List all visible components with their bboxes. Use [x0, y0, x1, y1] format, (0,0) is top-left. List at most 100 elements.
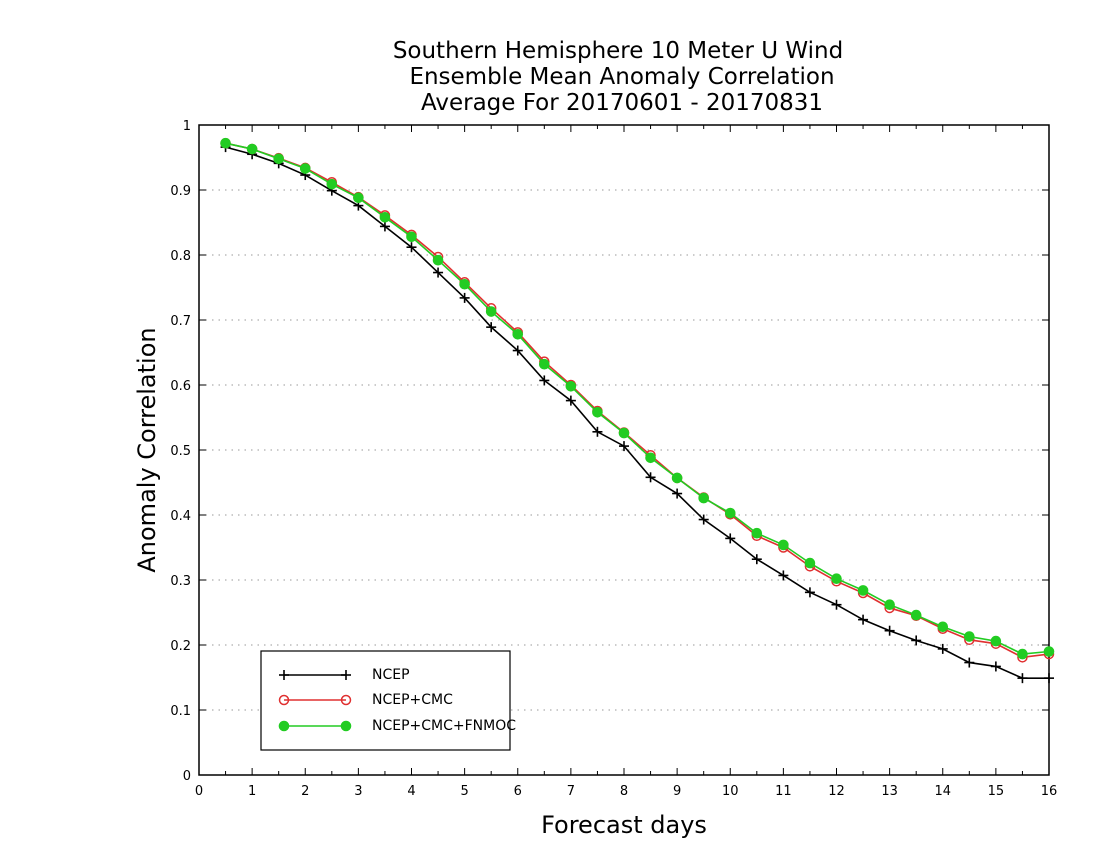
- point-ncep: [990, 661, 1001, 672]
- point-ncep: [539, 375, 550, 386]
- x-tick-label: 6: [514, 784, 522, 799]
- point-ncep-cmc-fnmoc: [459, 278, 470, 290]
- y-tick-labels: 0 0.1 0.2 0.3 0.4 0.5 0.6 0.7 0.8 0.9 1: [170, 119, 191, 784]
- x-tick-label: 15: [988, 784, 1005, 799]
- point-ncep-cmc-fnmoc: [406, 231, 417, 243]
- x-tick-label: 13: [881, 784, 898, 799]
- point-ncep-cmc-fnmoc: [884, 599, 895, 611]
- x-tick-label: 1: [248, 784, 256, 799]
- series-line-ncep: [225, 146, 1049, 679]
- y-tick-label: 0.6: [170, 379, 191, 394]
- x-tick-label: 5: [460, 784, 468, 799]
- point-ncep: [512, 345, 523, 356]
- x-tick-label: 4: [407, 784, 415, 799]
- point-ncep: [698, 514, 709, 525]
- point-ncep-cmc-fnmoc: [512, 329, 524, 340]
- point-ncep-cmc-fnmoc: [273, 153, 284, 165]
- series-layer: [220, 137, 1055, 684]
- y-tick-label: 0.9: [170, 184, 191, 199]
- point-ncep-cmc-fnmoc: [857, 585, 869, 596]
- x-axis-label: Forecast days: [541, 811, 707, 839]
- point-ncep: [379, 221, 390, 232]
- point-ncep: [937, 643, 948, 654]
- point-ncep-cmc-fnmoc: [353, 192, 364, 204]
- legend-sample-ncep-cmc-marker-end: [340, 694, 352, 706]
- point-ncep: [406, 242, 417, 253]
- point-ncep-cmc-fnmoc: [751, 527, 763, 539]
- point-ncep: [858, 614, 869, 625]
- x-tick-labels: 0 1 2 3 4 5 6 7 8 9 10 11 12 13 14 15 16: [195, 784, 1057, 799]
- axis-ticks: [198, 124, 1050, 776]
- point-ncep-cmc-fnmoc: [246, 143, 258, 155]
- point-ncep-cmc-fnmoc: [937, 621, 949, 633]
- y-tick-label: 0.5: [170, 444, 191, 459]
- y-tick-label: 0.2: [170, 639, 191, 654]
- point-ncep-cmc-fnmoc: [964, 631, 975, 642]
- point-ncep: [778, 570, 789, 581]
- point-ncep: [725, 533, 736, 544]
- point-ncep-cmc-fnmoc: [565, 381, 577, 392]
- x-tick-label: 9: [673, 784, 681, 799]
- point-ncep: [884, 625, 895, 636]
- y-tick-label: 0.1: [170, 704, 191, 719]
- y-tick-label: 0.3: [170, 574, 191, 589]
- x-tick-label: 7: [567, 784, 575, 799]
- point-ncep-cmc-fnmoc: [618, 427, 630, 439]
- point-ncep: [831, 599, 842, 610]
- point-ncep-cmc-fnmoc: [804, 557, 816, 569]
- legend-sample-ncep: [279, 670, 351, 680]
- point-ncep-cmc-fnmoc: [910, 609, 922, 621]
- point-ncep: [804, 587, 815, 598]
- point-ncep-cmc-fnmoc: [778, 539, 789, 551]
- legend-sample-ncep-cmc-marker-start: [278, 694, 290, 706]
- legend-label-ncep-cmc-fnmoc: NCEP+CMC+FNMOC: [372, 718, 516, 734]
- point-ncep: [433, 267, 444, 278]
- point-ncep: [672, 488, 683, 499]
- point-ncep-cmc-fnmoc: [671, 472, 683, 484]
- x-tick-label: 10: [722, 784, 739, 799]
- chart-title: Southern Hemisphere 10 Meter U Wind Ense…: [393, 38, 843, 116]
- x-tick-label: 16: [1041, 784, 1058, 799]
- series-group-1: [220, 137, 1055, 663]
- point-ncep: [911, 635, 922, 646]
- legend-sample-ncep-cmc-fnmoc: [278, 720, 352, 732]
- title-line-1: Southern Hemisphere 10 Meter U Wind: [393, 38, 843, 64]
- y-tick-label: 0.7: [170, 314, 191, 329]
- point-ncep: [1044, 673, 1054, 684]
- series-group-0: [220, 142, 1054, 684]
- y-tick-label: 0.4: [170, 509, 191, 524]
- point-ncep-cmc-fnmoc: [1043, 646, 1055, 657]
- y-tick-label: 1: [183, 119, 191, 134]
- title-line-3: Average For 20170601 - 20170831: [421, 90, 823, 116]
- legend: NCEP NCEP+CMC NCEP+CMC+FNMOC: [260, 650, 516, 751]
- x-tick-label: 0: [195, 784, 203, 799]
- point-ncep-cmc-fnmoc: [1017, 648, 1028, 660]
- point-ncep: [592, 426, 603, 437]
- point-ncep-cmc-fnmoc: [220, 137, 231, 149]
- y-tick-label: 0: [183, 769, 191, 784]
- point-ncep-cmc-fnmoc: [379, 212, 391, 223]
- point-ncep: [565, 395, 576, 406]
- x-tick-label: 12: [828, 784, 845, 799]
- point-ncep-cmc-fnmoc: [539, 358, 550, 370]
- legend-sample-ncep-cmc: [278, 694, 352, 706]
- point-ncep-cmc-fnmoc: [299, 163, 311, 174]
- point-ncep-cmc-fnmoc: [645, 452, 656, 464]
- point-ncep-cmc-fnmoc: [485, 306, 497, 317]
- point-ncep: [964, 657, 975, 668]
- x-tick-label: 2: [301, 784, 309, 799]
- x-tick-label: 14: [934, 784, 951, 799]
- x-tick-label: 11: [775, 784, 792, 799]
- legend-sample-ncep-cmc-fnmoc-marker-end: [340, 720, 352, 732]
- legend-label-ncep: NCEP: [372, 667, 410, 683]
- point-ncep: [486, 322, 497, 333]
- point-ncep-cmc-fnmoc: [724, 507, 736, 519]
- x-tick-label: 8: [620, 784, 628, 799]
- point-ncep-cmc-fnmoc: [990, 635, 1002, 647]
- title-line-2: Ensemble Mean Anomaly Correlation: [409, 64, 834, 90]
- point-ncep-cmc-fnmoc: [698, 492, 709, 504]
- point-ncep-cmc-fnmoc: [326, 178, 338, 190]
- point-ncep-cmc-fnmoc: [432, 254, 444, 266]
- x-tick-label: 3: [354, 784, 362, 799]
